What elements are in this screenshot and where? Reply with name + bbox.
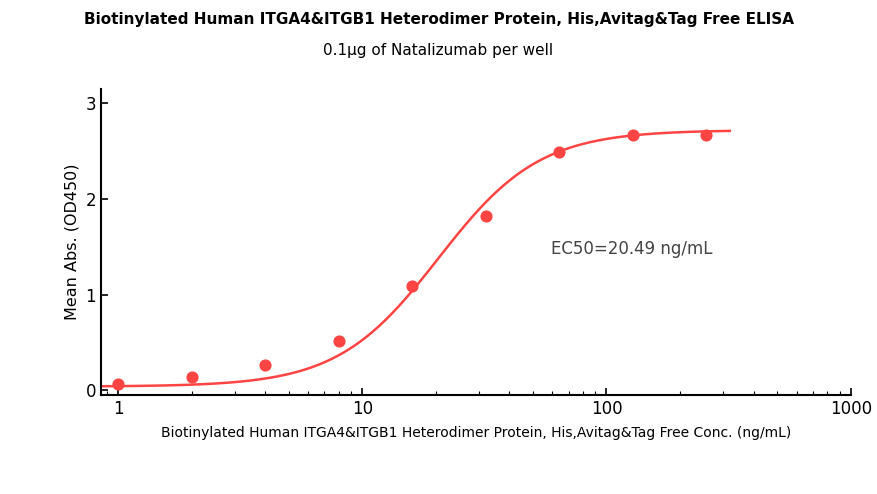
Point	[625, 131, 639, 139]
Point	[699, 131, 713, 139]
Point	[553, 148, 567, 156]
Point	[479, 212, 493, 220]
Point	[111, 380, 125, 388]
Y-axis label: Mean Abs. (OD450): Mean Abs. (OD450)	[65, 164, 80, 320]
Text: 0.1μg of Natalizumab per well: 0.1μg of Natalizumab per well	[324, 43, 553, 58]
Text: Biotinylated Human ITGA4&ITGB1 Heterodimer Protein, His,Avitag&Tag Free ELISA: Biotinylated Human ITGA4&ITGB1 Heterodim…	[83, 12, 794, 27]
X-axis label: Biotinylated Human ITGA4&ITGB1 Heterodimer Protein, His,Avitag&Tag Free Conc. (n: Biotinylated Human ITGA4&ITGB1 Heterodim…	[160, 426, 791, 440]
Point	[258, 361, 272, 369]
Text: EC50=20.49 ng/mL: EC50=20.49 ng/mL	[551, 240, 712, 258]
Point	[405, 282, 419, 290]
Point	[332, 337, 346, 345]
Point	[184, 373, 198, 381]
